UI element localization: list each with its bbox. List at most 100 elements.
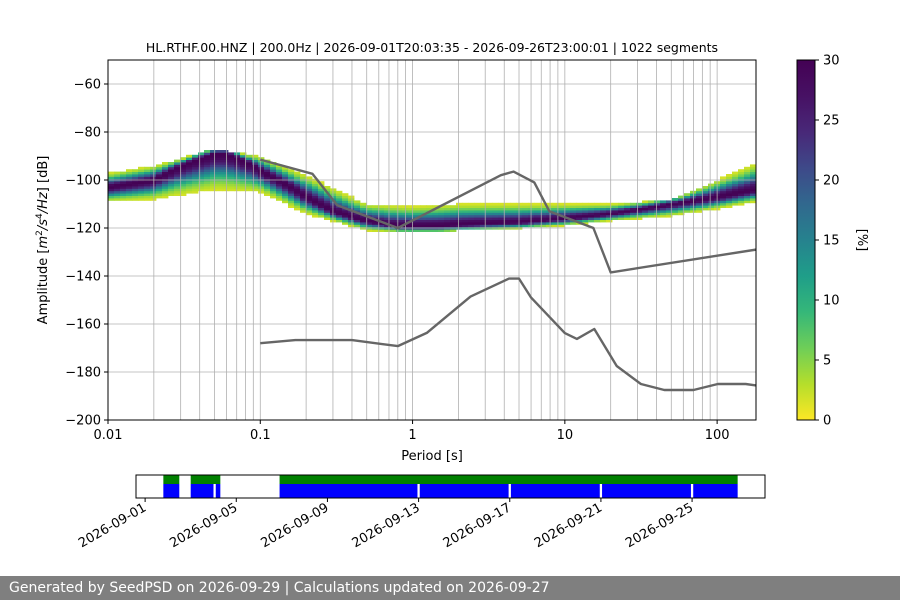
heatmap-cell [174,166,181,170]
heatmap-cell [642,210,649,213]
heatmap-cell [132,171,139,175]
heatmap-cell [480,217,487,220]
heatmap-cell [432,217,439,220]
heatmap-cell [312,186,319,189]
heatmap-cell [222,183,229,187]
y-label-part: / [36,224,51,231]
heatmap-cell [684,207,691,211]
heatmap-cell [570,202,577,206]
heatmap-cell [732,188,739,192]
heatmap-cell [270,183,277,187]
heatmap-cell [150,166,157,170]
heatmap-cell [276,166,283,170]
heatmap-cell [594,207,601,211]
heatmap-cell [564,207,571,211]
heatmap-cell [216,174,223,177]
timeline-tick-label: 2026-09-09 [258,500,331,551]
heatmap-cell [246,181,253,184]
heatmap-cell [600,205,607,208]
heatmap-cell [318,195,325,199]
heatmap-cell [186,183,193,187]
heatmap-cell [684,193,691,196]
heatmap-cell [708,205,715,208]
heatmap-cell [492,214,499,218]
heatmap-cell [324,205,331,208]
heatmap-cell [222,157,229,160]
heatmap-cell [450,224,457,228]
heatmap-cell [204,152,211,156]
heatmap-cell [342,217,349,220]
heatmap-cell [192,171,199,175]
heatmap-cell [276,195,283,199]
heatmap-cell [174,193,181,196]
heatmap-cell [210,186,217,189]
heatmap-cell [348,217,355,220]
heatmap-cell [174,181,181,184]
heatmap-cell [522,202,529,206]
heatmap-cell [360,207,367,211]
heatmap-cell [210,174,217,177]
heatmap-cell [162,169,169,172]
heatmap-cell [288,202,295,206]
heatmap-cell [288,171,295,175]
heatmap-cell [198,181,205,184]
heatmap-cell [144,193,151,196]
heatmap-cell [252,188,259,192]
heatmap-cell [108,198,115,201]
heatmap-cell [654,207,661,211]
heatmap-cell [420,219,427,223]
heatmap-cell [120,176,127,180]
heatmap-cell [138,186,145,189]
heatmap-cell [552,219,559,223]
heatmap-cell [186,157,193,160]
heatmap-cell [510,214,517,218]
heatmap-cell [456,202,463,206]
heatmap-cell [576,205,583,208]
heatmap-cell [576,212,583,216]
heatmap-cell [276,181,283,184]
heatmap-cell [564,210,571,213]
heatmap-cell [666,202,673,206]
heatmap-cell [324,195,331,199]
heatmap-cell [564,212,571,216]
heatmap-cell [120,183,127,187]
heatmap-cell [426,217,433,220]
heatmap-cell [252,162,259,165]
heatmap-cell [312,183,319,187]
colorbar-tick-label: 0 [823,414,831,429]
heatmap-cell [462,207,469,211]
heatmap-cell [120,190,127,194]
y-gridlines [108,83,756,421]
heatmap-cell [234,152,241,156]
heatmap-cell [240,183,247,187]
heatmap-cell [264,162,271,165]
heatmap-cell [276,188,283,192]
heatmap-cell [552,210,559,213]
x-tick-label: 10 [557,428,574,443]
heatmap-cell [276,169,283,172]
heatmap-cell [534,217,541,220]
heatmap-cell [306,188,313,192]
heatmap-cell [666,207,673,211]
heatmap-cell [270,174,277,177]
heatmap-cell [672,210,679,213]
heatmap-cell [288,188,295,192]
heatmap-cell [204,164,211,168]
heatmap-cell [318,200,325,204]
heatmap-cell [642,207,649,211]
heatmap-cell [282,171,289,175]
heatmap-cell [336,200,343,204]
heatmap-cell [492,219,499,223]
heatmap-cell [366,217,373,220]
heatmap-cell [270,171,277,175]
heatmap-cell [204,159,211,163]
heatmap-cell [252,174,259,177]
heatmap-cell [702,193,709,196]
heatmap-cell [384,219,391,223]
heatmap-cell [336,190,343,194]
heatmap-cell [204,169,211,172]
heatmap-cell [378,207,385,211]
heatmap-cell [666,205,673,208]
heatmap-cell [186,162,193,165]
heatmap-cell [492,205,499,208]
